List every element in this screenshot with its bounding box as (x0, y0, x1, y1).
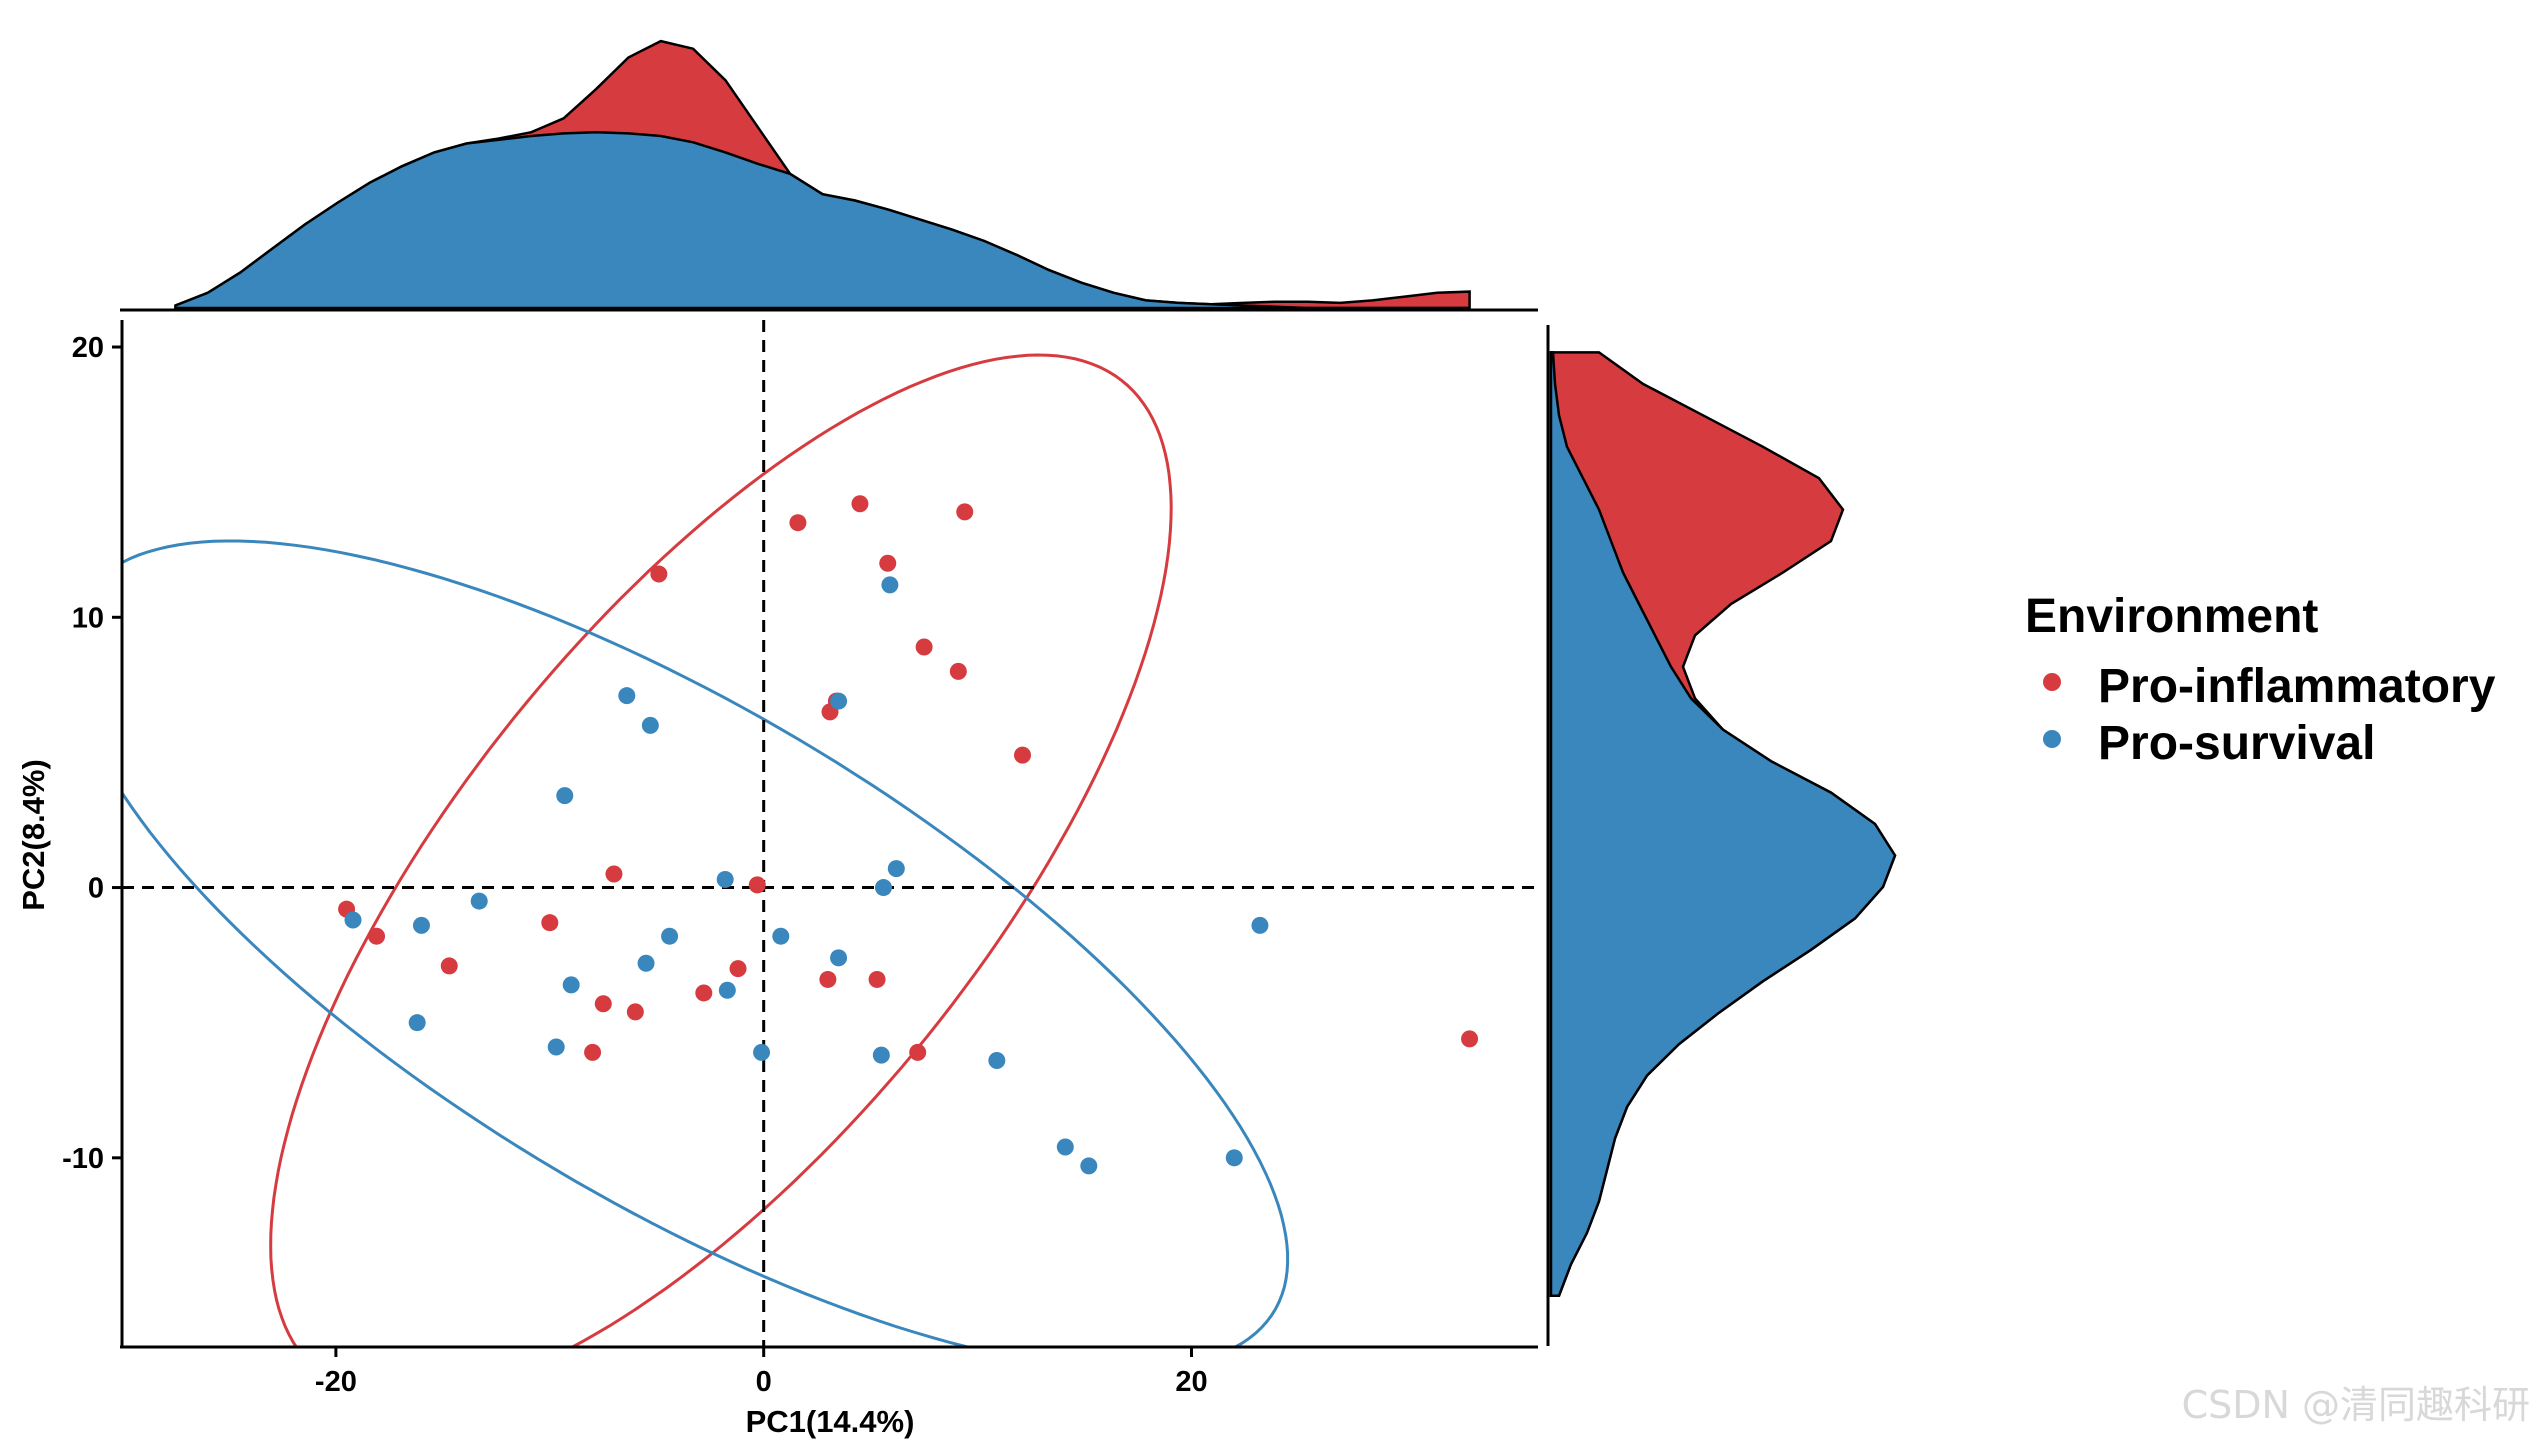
point-pro-survival (888, 860, 905, 877)
point-pro-survival (1251, 917, 1268, 934)
point-pro-survival (1226, 1149, 1243, 1166)
point-pro-inflammatory (695, 984, 712, 1001)
point-pro-survival (618, 687, 635, 704)
legend-label-pro-survival: Pro-survival (2098, 717, 2375, 770)
point-pro-inflammatory (869, 971, 886, 988)
x-axis-title: PC1(14.4%) (746, 1404, 915, 1439)
point-pro-inflammatory (909, 1044, 926, 1061)
ellipse-pro-survival (69, 541, 1288, 1369)
y-axis-ticks: -10 0 10 20 (62, 332, 122, 1175)
point-pro-inflammatory (879, 555, 896, 572)
point-pro-survival (873, 1047, 890, 1064)
point-pro-inflammatory (627, 1003, 644, 1020)
x-tick-label: 0 (756, 1366, 772, 1398)
point-pro-inflammatory (950, 663, 967, 680)
pca-figure: -10 0 10 20 -20 0 20 PC1(14.4%) PC2(8.4%) Env… (0, 0, 2543, 1441)
point-pro-survival (638, 955, 655, 972)
point-pro-inflammatory (730, 960, 747, 977)
point-pro-inflammatory (749, 876, 766, 893)
point-pro-survival (830, 949, 847, 966)
y-axis-title: PC2(8.4%) (16, 759, 51, 911)
point-pro-inflammatory (650, 566, 667, 583)
scatter-points (338, 495, 1478, 1174)
point-pro-survival (875, 879, 892, 896)
point-pro-survival (642, 717, 659, 734)
point-pro-survival (772, 928, 789, 945)
legend-key-pro-survival (2043, 730, 2061, 748)
y-tick-label: 20 (72, 332, 104, 364)
point-pro-survival (563, 976, 580, 993)
point-pro-survival (548, 1039, 565, 1056)
point-pro-inflammatory (1461, 1030, 1478, 1047)
point-pro-inflammatory (956, 503, 973, 520)
point-pro-survival (1080, 1157, 1097, 1174)
point-pro-survival (830, 693, 847, 710)
point-pro-survival (1057, 1139, 1074, 1156)
point-pro-survival (413, 917, 430, 934)
point-pro-inflammatory (789, 514, 806, 531)
top-density-pro-survival (176, 132, 1470, 308)
point-pro-inflammatory (916, 639, 933, 656)
legend: Environment Pro-inflammatory Pro-surviva… (2025, 590, 2496, 770)
x-tick-label: 20 (1175, 1366, 1207, 1398)
main-plot-panel: -10 0 10 20 -20 0 20 (62, 320, 1538, 1399)
legend-key-pro-inflammatory (2043, 673, 2061, 691)
confidence-ellipses (69, 355, 1288, 1399)
point-pro-inflammatory (819, 971, 836, 988)
top-marginal-density (120, 41, 1538, 310)
y-tick-label: -10 (62, 1143, 104, 1175)
point-pro-inflammatory (595, 995, 612, 1012)
right-marginal-density (1548, 325, 1895, 1346)
point-pro-survival (471, 893, 488, 910)
y-tick-label: 0 (88, 873, 104, 905)
point-pro-survival (881, 576, 898, 593)
point-pro-survival (988, 1052, 1005, 1069)
legend-title: Environment (2025, 590, 2318, 643)
x-axis-ticks: -20 0 20 (315, 1347, 1208, 1398)
point-pro-inflammatory (584, 1044, 601, 1061)
y-tick-label: 10 (72, 602, 104, 634)
point-pro-survival (345, 911, 362, 928)
point-pro-survival (661, 928, 678, 945)
point-pro-inflammatory (851, 495, 868, 512)
point-pro-inflammatory (605, 866, 622, 883)
legend-label-pro-inflammatory: Pro-inflammatory (2098, 660, 2496, 713)
point-pro-survival (719, 982, 736, 999)
point-pro-inflammatory (368, 928, 385, 945)
x-tick-label: -20 (315, 1366, 357, 1398)
point-pro-inflammatory (1014, 747, 1031, 764)
point-pro-inflammatory (441, 957, 458, 974)
point-pro-inflammatory (541, 914, 558, 931)
watermark: CSDN @清同趣科研 (2182, 1383, 2530, 1427)
point-pro-survival (717, 871, 734, 888)
point-pro-survival (409, 1014, 426, 1031)
point-pro-survival (753, 1044, 770, 1061)
point-pro-survival (556, 787, 573, 804)
